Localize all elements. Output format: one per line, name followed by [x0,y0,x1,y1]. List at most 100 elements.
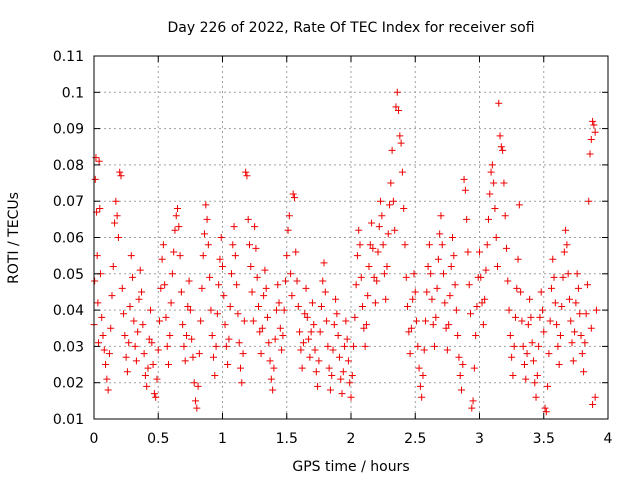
data-point [193,404,201,412]
data-point [134,328,142,336]
data-point [136,266,144,274]
data-point [450,252,458,260]
data-point [587,324,595,332]
data-point [495,99,503,107]
data-point [129,273,137,281]
data-point [111,219,119,227]
data-point [551,299,559,307]
data-point [292,248,300,256]
data-point [487,168,495,176]
data-point [254,302,262,310]
data-point [135,295,143,303]
data-point [189,353,197,361]
data-point [113,212,121,220]
y-tick-label: 0.01 [53,412,84,428]
data-point [519,342,527,350]
data-point [285,212,293,220]
data-point [510,342,518,350]
data-point [581,339,589,347]
data-point [488,161,496,169]
data-point [185,277,193,285]
data-point [559,273,567,281]
data-point [506,332,514,340]
data-point [168,270,176,278]
data-point [261,266,269,274]
data-point [492,234,500,241]
data-point [276,324,284,332]
data-point [484,215,492,223]
data-point [141,371,149,379]
data-point [149,361,157,369]
data-point [467,310,475,318]
data-point [231,252,239,260]
data-point [114,234,122,241]
data-point [198,284,206,292]
y-axis-ticks: 0.01 0.02 0.03 0.04 0.05 0.06 0.07 0.08 0.09 0.1 0… [53,49,608,428]
data-point [103,375,111,383]
data-point [245,241,253,249]
data-point [248,288,256,296]
data-point [531,379,539,387]
data-point [271,335,279,343]
data-point [508,353,516,361]
data-point [120,310,128,318]
data-point [518,317,526,325]
data-point [108,292,116,300]
x-axis-label: GPS time / hours [292,459,409,475]
data-point [541,404,549,412]
data-point [242,168,250,176]
data-point [589,117,597,125]
data-point [473,302,481,310]
data-point [409,295,417,303]
data-point [356,241,364,249]
data-point [116,168,124,176]
data-point [360,324,368,332]
data-point [208,332,216,340]
data-point [573,270,581,278]
data-point [272,306,280,314]
data-point [283,252,291,260]
data-point [139,321,147,329]
data-point [326,386,334,394]
data-point [589,400,597,408]
y-tick-label: 0.08 [53,158,84,174]
data-point [130,317,138,325]
data-point [308,299,316,307]
data-point [375,223,383,231]
data-point [384,230,392,238]
data-point [329,346,337,354]
data-point [332,295,340,303]
data-point [328,371,336,379]
data-point [334,332,342,340]
data-point [537,288,545,296]
data-point [197,317,205,325]
data-point [230,223,238,231]
data-points [90,88,600,416]
data-point [122,353,130,361]
data-point [321,288,329,296]
data-point [352,281,360,289]
data-point [464,248,472,256]
data-point [253,273,261,281]
data-point [392,103,400,111]
data-point [350,342,358,350]
data-point [317,302,325,310]
data-point [219,263,226,271]
data-point [445,321,453,329]
data-point [312,368,320,376]
data-point [402,273,410,281]
data-point [95,157,103,165]
data-point [165,361,173,369]
data-point [126,302,134,310]
data-point [287,270,295,278]
x-tick-label: 3.5 [533,431,555,447]
data-point [565,295,573,303]
data-point [451,281,459,289]
data-point [362,321,370,329]
data-point [567,317,575,325]
data-point [109,263,117,271]
data-point [369,244,377,252]
data-point [374,248,382,256]
data-point [224,361,232,369]
data-point [201,230,209,238]
